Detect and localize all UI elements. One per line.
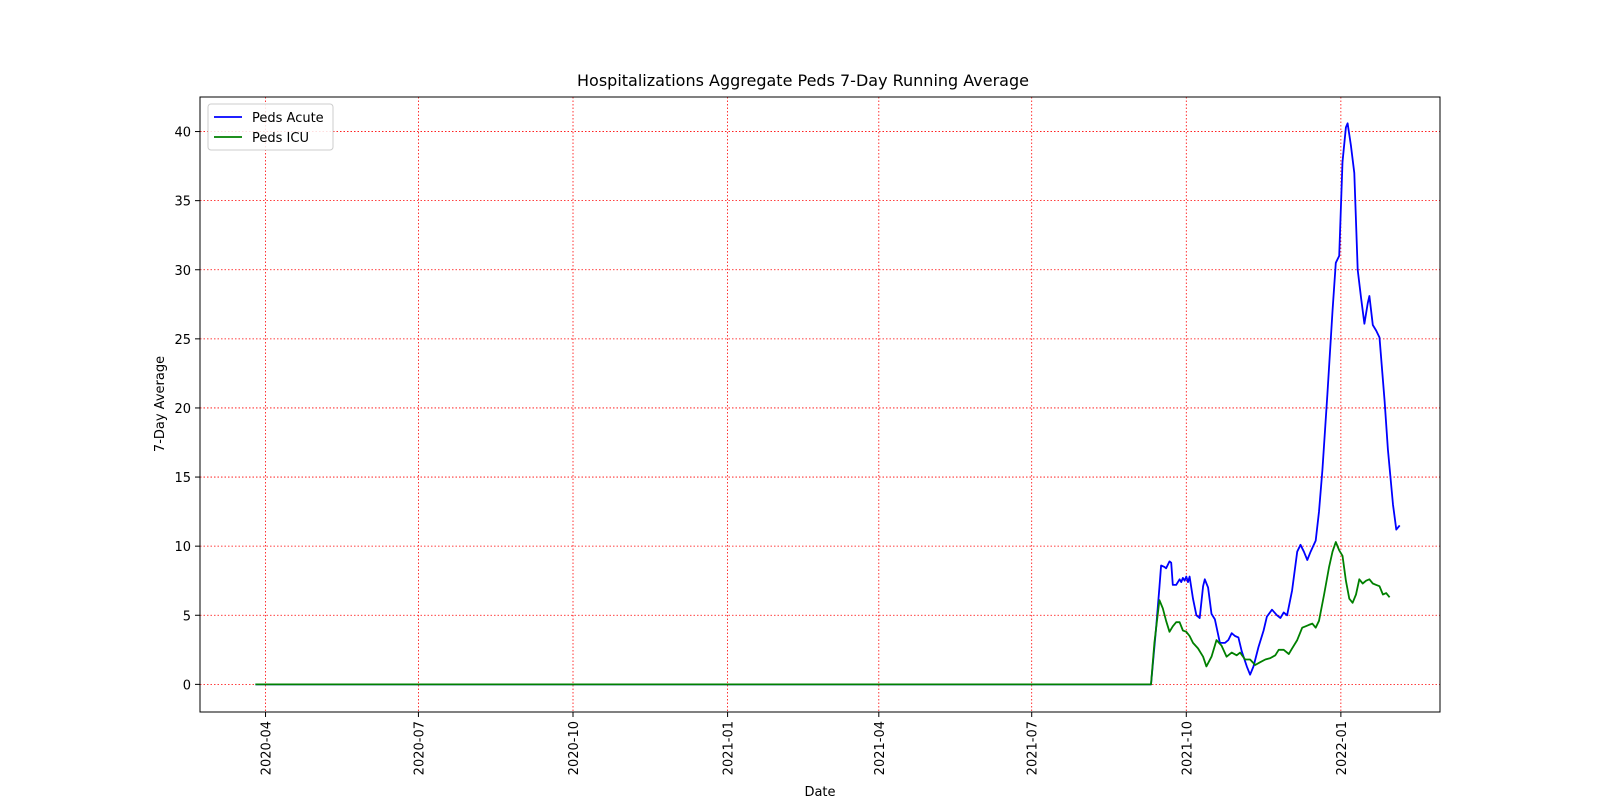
y-tick-label: 5	[183, 609, 191, 624]
series-line-peds-icu	[255, 541, 1391, 686]
y-tick-label: 20	[174, 402, 191, 417]
plot-frame	[199, 96, 1441, 713]
x-tick-label: 2020-04	[260, 721, 275, 775]
chart-title: Hospitalizations Aggregate Peds 7-Day Ru…	[577, 71, 1029, 90]
legend-label: Peds Acute	[252, 111, 324, 126]
x-tick-label: 2021-10	[1180, 721, 1195, 775]
y-axis: 0 5 10 15 20 25 30 35 40	[174, 126, 200, 693]
x-tick-label: 2021-04	[873, 721, 888, 775]
series-line-peds-acute	[255, 122, 1401, 686]
legend-box	[207, 103, 334, 151]
x-tick-label: 2021-01	[722, 721, 737, 775]
x-tick-label: 2021-07	[1026, 721, 1041, 775]
legend: Peds Acute Peds ICU	[207, 103, 334, 151]
x-axis: 2020-04 2020-07 2020-10 2021-01 2021-04 2021-…	[260, 712, 1350, 775]
x-tick-label: 2022-01	[1335, 721, 1350, 775]
y-tick-label: 15	[174, 471, 191, 486]
x-tick-label: 2020-07	[412, 721, 427, 775]
plot-series	[255, 122, 1401, 686]
y-tick-label: 10	[174, 540, 191, 555]
y-tick-label: 40	[174, 126, 191, 141]
legend-label: Peds ICU	[252, 131, 309, 146]
y-tick-label: 25	[174, 333, 191, 348]
y-tick-label: 0	[183, 678, 191, 693]
y-tick-label: 35	[174, 195, 191, 210]
grid-lines	[200, 97, 1440, 712]
y-tick-label: 30	[174, 264, 191, 279]
y-axis-label: 7-Day Average	[153, 356, 168, 452]
x-axis-label: Date	[804, 785, 835, 800]
x-tick-label: 2020-10	[567, 721, 582, 775]
